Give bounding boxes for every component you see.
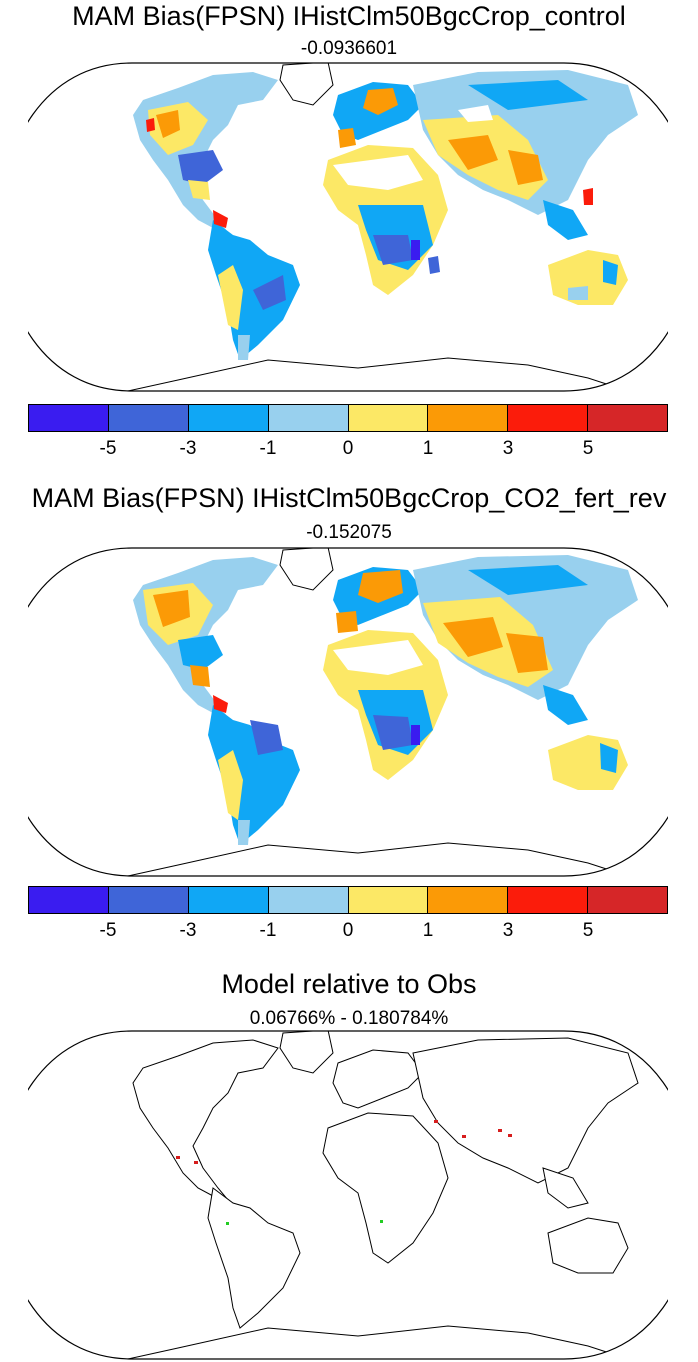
positive-marker [462, 1135, 466, 1138]
panel-3-title: Model relative to Obs [221, 969, 477, 999]
colorbar-1-label: -5 [99, 438, 117, 459]
colorbar-2-segment-1 [29, 887, 109, 913]
positive-marker [498, 1129, 502, 1132]
colorbar-2-label: 3 [502, 920, 514, 941]
positive-marker [508, 1134, 512, 1137]
colorbar-2-label: 1 [422, 920, 434, 941]
panel-3-map-frame [28, 1030, 668, 1360]
panel-2-colorbar-labels: -5 -3 -1 0 1 3 5 [28, 920, 668, 942]
colorbar-2-segment-8 [588, 887, 667, 913]
panel-3-subtitle: 0.06766% - 0.180784% [249, 1008, 449, 1029]
colorbar-2-segment-5 [348, 887, 429, 913]
colorbar-1-segment-1 [29, 405, 109, 431]
panel-1-subtitle: -0.0936601 [300, 38, 398, 59]
colorbar-1-label: 3 [502, 438, 514, 459]
colorbar-1-segment-5 [348, 405, 429, 431]
colorbar-1-segment-6 [428, 405, 509, 431]
colorbar-2-segment-3 [188, 887, 269, 913]
negative-marker [226, 1222, 229, 1225]
negative-marker [380, 1220, 383, 1223]
colorbar-2-segment-6 [428, 887, 509, 913]
colorbar-1-label: 0 [342, 438, 354, 459]
colorbar-2-label: -3 [179, 920, 197, 941]
colorbar-1-segment-3 [188, 405, 269, 431]
colorbar-1-segment-2 [108, 405, 189, 431]
colorbar-2-label: 0 [342, 920, 354, 941]
panel-3-coastlines [127, 1031, 639, 1359]
colorbar-2-label: 5 [582, 920, 594, 941]
panel-2-land [127, 548, 638, 876]
panel-1-colorbar [28, 404, 668, 432]
positive-marker [194, 1161, 198, 1164]
panel-2-subtitle: -0.152075 [306, 522, 392, 543]
colorbar-1-label: -1 [259, 438, 277, 459]
colorbar-1-label: -3 [179, 438, 197, 459]
colorbar-2-label: -1 [259, 920, 277, 941]
panel-3-markers [176, 1120, 512, 1225]
panel-1-title: MAM Bias(FPSN) IHistClm50BgcCrop_control [72, 1, 626, 31]
panel-1-map-frame [28, 62, 668, 392]
colorbar-1-label: 5 [582, 438, 594, 459]
colorbar-2-segment-4 [268, 887, 349, 913]
panel-2-title: MAM Bias(FPSN) IHistClm50BgcCrop_CO2_fer… [31, 483, 667, 513]
panel-2-colorbar [28, 886, 668, 914]
colorbar-1-label: 1 [422, 438, 434, 459]
panel-2-map [28, 547, 668, 877]
colorbar-1-segment-4 [268, 405, 349, 431]
panel-1-colorbar-labels: -5 -3 -1 0 1 3 5 [28, 438, 668, 460]
positive-marker [434, 1120, 438, 1123]
colorbar-2-segment-7 [508, 887, 589, 913]
panel-3-map [28, 1030, 668, 1360]
colorbar-1-segment-8 [588, 405, 667, 431]
colorbar-2-label: -5 [99, 920, 117, 941]
colorbar-2-segment-2 [108, 887, 189, 913]
panel-2-map-frame [28, 547, 668, 877]
panel-1-land [127, 63, 638, 391]
positive-marker [176, 1156, 180, 1159]
colorbar-1-segment-7 [508, 405, 589, 431]
panel-1-map [28, 62, 668, 392]
